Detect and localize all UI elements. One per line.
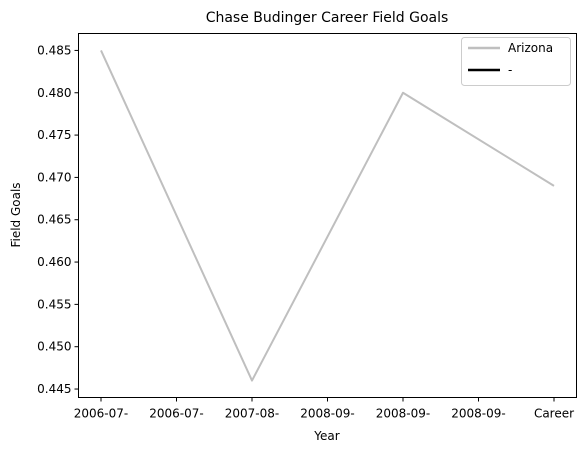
x-tick-label: 2008-09- — [376, 407, 430, 421]
x-tick-label: Career — [534, 407, 574, 421]
x-tick-label: 2007-08- — [225, 407, 279, 421]
x-tick-label: 2008-09- — [451, 407, 505, 421]
x-axis-label: Year — [313, 429, 339, 443]
y-tick-label: 0.450 — [37, 340, 71, 354]
series-line — [100, 50, 555, 382]
legend: Arizona - — [461, 37, 571, 86]
legend-box — [461, 37, 571, 86]
y-tick-label: 0.470 — [37, 170, 71, 184]
y-tick-label: 0.455 — [37, 297, 71, 311]
legend-label: - — [508, 63, 512, 77]
chart-title: Chase Budinger Career Field Goals — [206, 10, 449, 26]
x-tick-label: 2008-09- — [300, 407, 354, 421]
y-tick-label: 0.480 — [37, 86, 71, 100]
x-tick-label: 2006-07- — [74, 407, 128, 421]
y-tick-label: 0.485 — [37, 43, 71, 57]
series-lines — [100, 50, 555, 382]
axis-ticks: 2006-07- 2006-07- 2007-08- 2008-09- 2008-09-… — [37, 43, 574, 420]
y-tick-label: 0.445 — [37, 382, 71, 396]
y-tick-label: 0.460 — [37, 255, 71, 269]
y-axis-label: Field Goals — [9, 182, 23, 247]
legend-label: Arizona — [508, 41, 553, 55]
y-tick-label: 0.475 — [37, 128, 71, 142]
y-tick-label: 0.465 — [37, 213, 71, 227]
x-tick-label: 2006-07- — [149, 407, 203, 421]
